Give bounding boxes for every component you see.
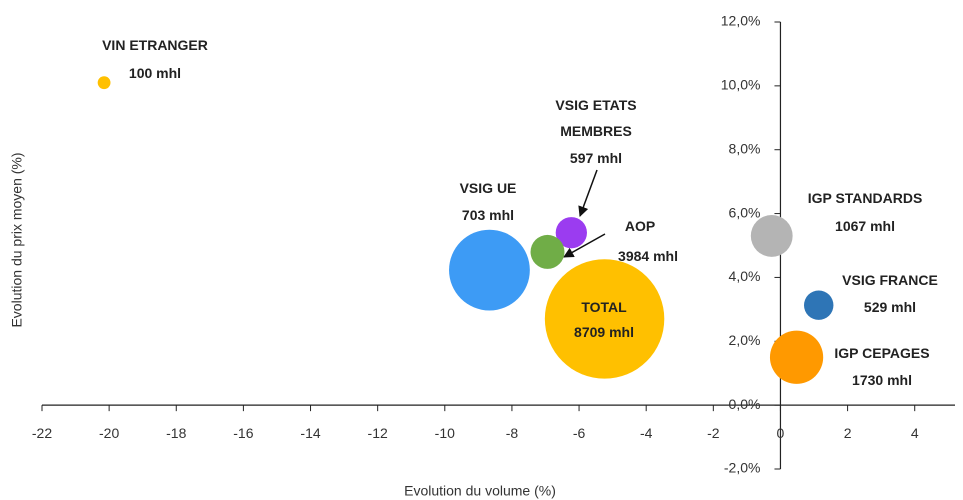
bubble-name: IGP STANDARDS — [807, 190, 923, 206]
arrow — [563, 233, 606, 258]
bubble — [544, 259, 665, 379]
bubble-name: VSIG UE — [459, 180, 517, 196]
x-tick-label: -18 — [166, 425, 186, 441]
x-tick-label: -22 — [32, 425, 52, 441]
bubble-name: VSIG ETATS MEMBRES — [555, 97, 637, 139]
x-tick-label: -8 — [506, 425, 519, 441]
bubble — [97, 76, 111, 90]
arrow — [578, 169, 598, 217]
bubble-value-label: 529 mhl — [863, 299, 917, 315]
bubble-value-label: 8709 mhl — [574, 324, 634, 340]
y-tick-label: 4,0% — [729, 268, 761, 284]
bubble-value-label: 1730 mhl — [852, 372, 912, 388]
x-axis-title: Evolution du volume (%) — [404, 483, 556, 499]
bubble — [769, 330, 824, 384]
y-tick-label: 2,0% — [729, 332, 761, 348]
x-tick-label: 4 — [911, 425, 919, 441]
x-tick-label: -12 — [368, 425, 388, 441]
x-tick-label: -16 — [233, 425, 253, 441]
y-tick-label: 12,0% — [721, 13, 761, 29]
y-tick-label: 6,0% — [729, 204, 761, 220]
x-tick-label: -10 — [435, 425, 455, 441]
bubble-name: VIN ETRANGER — [102, 37, 208, 53]
bubble-value-label: 1067 mhl — [835, 218, 895, 234]
bubble-value-label: 3984 mhl — [618, 248, 678, 264]
x-tick-label: -2 — [707, 425, 720, 441]
x-tick-label: 0 — [777, 425, 785, 441]
y-tick-label: 8,0% — [729, 140, 761, 156]
bubble-name: VSIG FRANCE — [842, 272, 938, 288]
bubble-value-label: 100 mhl — [128, 65, 182, 81]
bubble-name: TOTAL — [581, 299, 627, 315]
bubble-value-label: 703 mhl — [461, 207, 515, 223]
y-tick-label: 10,0% — [721, 77, 761, 93]
y-tick-label: 0,0% — [729, 396, 761, 412]
x-tick-label: -20 — [99, 425, 119, 441]
bubble — [750, 215, 793, 257]
bubble — [804, 290, 834, 320]
x-tick-label: -4 — [640, 425, 653, 441]
bubble-name: AOP — [624, 218, 656, 234]
bubble — [449, 229, 530, 311]
y-axis-title: Evolution du prix moyen (%) — [9, 152, 25, 327]
bubble — [530, 234, 565, 269]
bubble-value-label: 597 mhl — [569, 150, 623, 166]
bubble-name: IGP CEPAGES — [834, 345, 930, 361]
x-tick-label: -14 — [300, 425, 320, 441]
bubble — [555, 217, 587, 249]
x-tick-label: 2 — [844, 425, 852, 441]
x-tick-label: -6 — [573, 425, 586, 441]
y-tick-label: -2,0% — [724, 460, 761, 476]
